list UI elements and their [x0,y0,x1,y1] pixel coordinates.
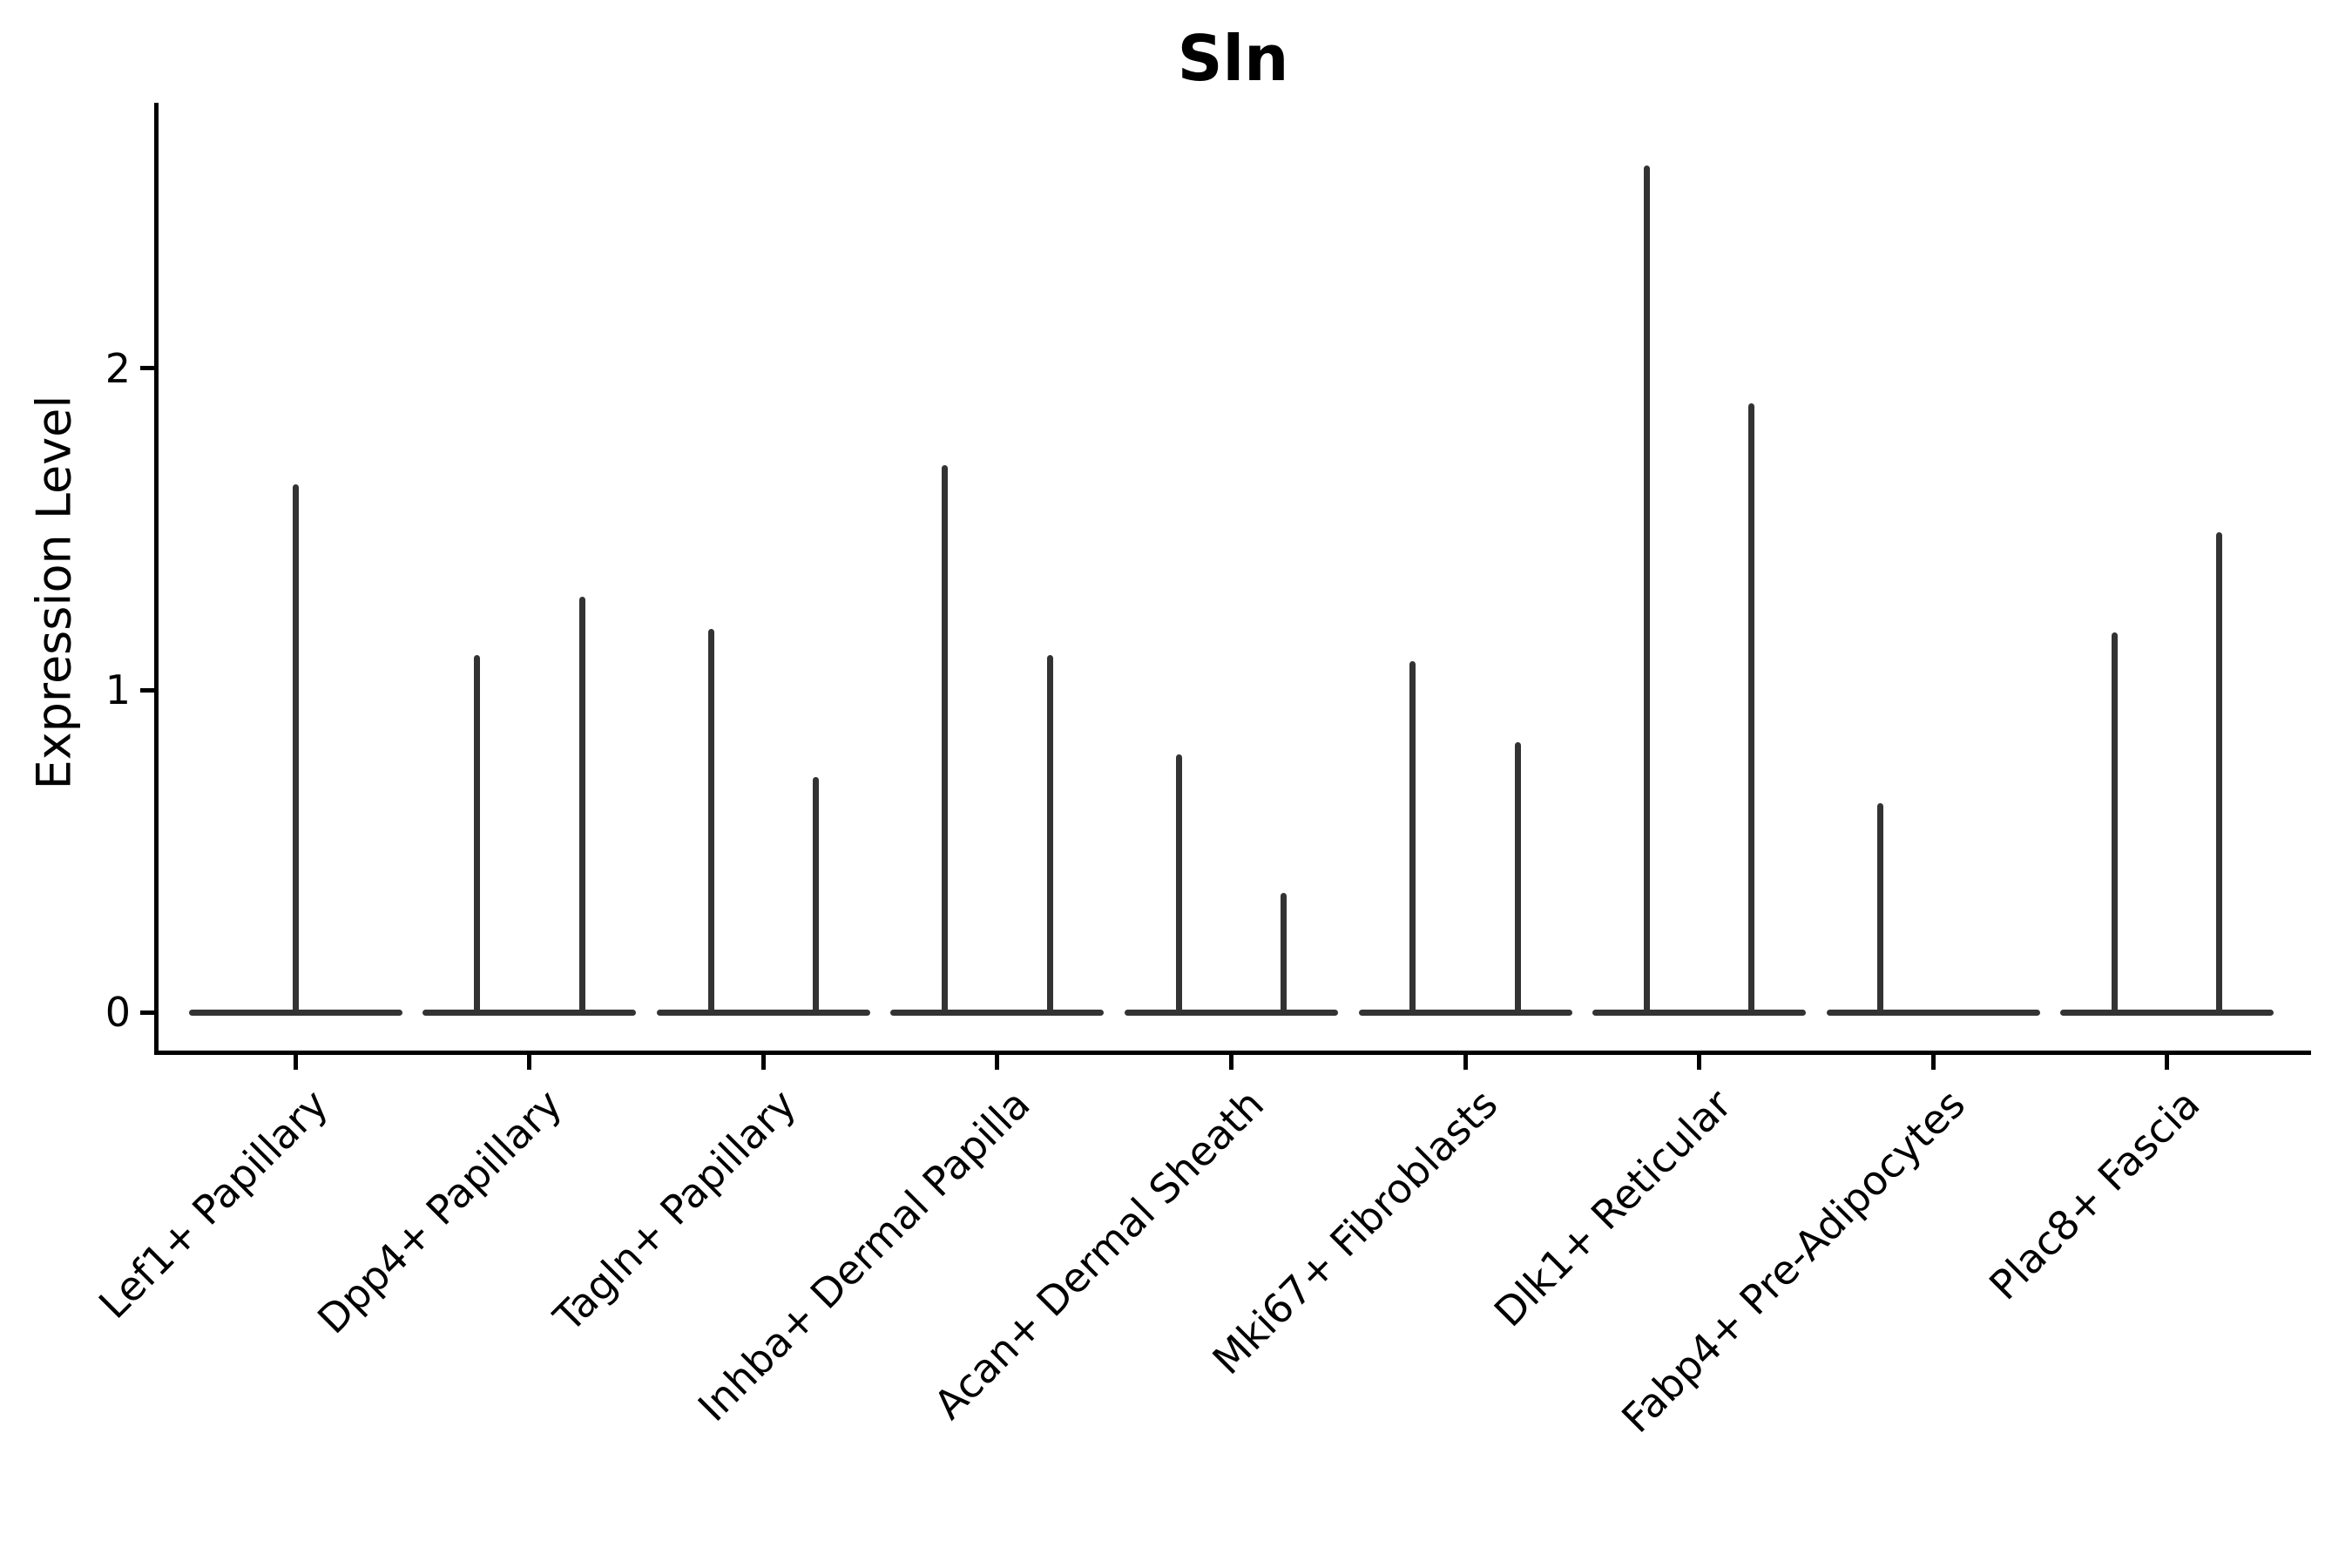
violin-tagln-papillary-spike-right [813,777,820,1012]
x-axis-tick [995,1052,1000,1070]
y-axis-tick-label: 0 [105,989,131,1036]
violin-lef1-papillary-spike-center [292,483,299,1012]
violin-tagln-papillary-spike-left [707,629,714,1012]
y-axis-tick [140,1010,154,1015]
violin-fabp4-pre-adipocytes-spike-left [1877,802,1884,1012]
violin-inhba-dermal-papilla-spike-left [942,464,949,1012]
y-axis-tick [140,366,154,371]
x-tick-label-plac8-fascia: Plac8+ Fascia [1979,1080,2209,1309]
violin-dlk1-reticular-spike-left [1643,165,1650,1012]
violin-plac8-fascia-body [2060,1009,2274,1016]
violin-plac8-fascia-spike-right [2216,532,2223,1012]
x-tick-label-dpp4-papillary: Dpp4+ Papillary [308,1080,571,1343]
violin-acan-dermal-sheath-body [1124,1009,1338,1016]
x-axis-tick [760,1052,766,1070]
violin-inhba-dermal-papilla-spike-right [1046,654,1053,1012]
violin-mki67-fibroblasts-body [1358,1009,1572,1016]
violin-plac8-fascia-spike-left [2111,632,2118,1012]
violin-dpp4-papillary-body [422,1009,637,1016]
x-axis-tick [527,1052,532,1070]
violin-dpp4-papillary-spike-left [473,654,480,1012]
violin-mki67-fibroblasts-spike-right [1514,741,1521,1012]
x-axis-tick [293,1052,298,1070]
x-axis-tick [1228,1052,1233,1070]
violin-dlk1-reticular-body [1592,1009,1807,1016]
violin-mki67-fibroblasts-spike-left [1409,661,1416,1012]
x-tick-label-tagln-papillary: Tagln+ Papillary [544,1080,805,1342]
x-tick-label-lef1-papillary: Lef1+ Papillary [89,1080,337,1328]
violin-acan-dermal-sheath-spike-right [1281,893,1288,1012]
x-axis-tick [1930,1052,1936,1070]
y-axis-tick-label: 2 [105,344,131,392]
chart-title: Sln [1177,22,1289,95]
y-axis-tick [140,687,154,693]
violin-tagln-papillary-body [656,1009,870,1016]
y-axis-spine [153,103,159,1054]
x-axis-tick [1463,1052,1468,1070]
violin-inhba-dermal-papilla-body [890,1009,1105,1016]
x-axis-tick [1697,1052,1702,1070]
violin-lef1-papillary-body [188,1009,402,1016]
y-axis-tick-label: 1 [105,666,131,714]
violin-fabp4-pre-adipocytes-body [1826,1009,2040,1016]
violin-dlk1-reticular-spike-right [1748,403,1755,1012]
violin-dpp4-papillary-spike-right [578,597,585,1012]
violin-acan-dermal-sheath-spike-left [1175,754,1182,1012]
x-tick-label-dlk1-reticular: Dlk1+ Reticular [1484,1080,1740,1336]
x-axis-tick [2165,1052,2170,1070]
